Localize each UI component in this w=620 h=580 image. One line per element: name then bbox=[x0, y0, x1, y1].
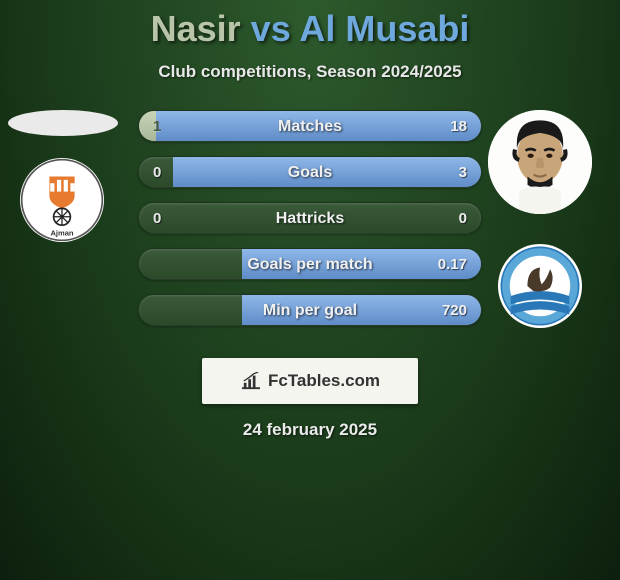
banyas-crest-icon bbox=[498, 244, 582, 328]
comparison-arena: Ajman 1 Matches 18 0 Goals 3 0 Hattricks… bbox=[0, 110, 620, 340]
date-label: 24 february 2025 bbox=[0, 420, 620, 440]
player-right-column bbox=[488, 110, 592, 328]
player2-avatar bbox=[488, 110, 592, 214]
stat-right-value: 3 bbox=[459, 157, 467, 187]
stat-label: Matches bbox=[139, 111, 481, 141]
stat-label: Hattricks bbox=[139, 203, 481, 233]
title-player1: Nasir bbox=[151, 8, 241, 49]
player-left-column: Ajman bbox=[8, 110, 118, 242]
stat-right-value: 18 bbox=[450, 111, 467, 141]
title-player2: Al Musabi bbox=[299, 8, 469, 49]
stat-row-matches: 1 Matches 18 bbox=[138, 110, 482, 142]
stat-right-value: 720 bbox=[442, 295, 467, 325]
face-avatar-icon bbox=[488, 110, 592, 214]
ajman-crest-icon: Ajman bbox=[20, 158, 104, 242]
stat-row-goals: 0 Goals 3 bbox=[138, 156, 482, 188]
player2-club-crest bbox=[498, 244, 582, 328]
stat-right-value: 0 bbox=[459, 203, 467, 233]
title-vs: vs bbox=[251, 8, 291, 49]
player1-club-crest: Ajman bbox=[20, 158, 104, 242]
stat-row-hattricks: 0 Hattricks 0 bbox=[138, 202, 482, 234]
stat-row-min-per-goal: Min per goal 720 bbox=[138, 294, 482, 326]
subtitle: Club competitions, Season 2024/2025 bbox=[0, 62, 620, 82]
comparison-title: Nasir vs Al Musabi bbox=[0, 0, 620, 50]
brand-text: FcTables.com bbox=[268, 371, 380, 391]
stat-label: Min per goal bbox=[139, 295, 481, 325]
stat-bars: 1 Matches 18 0 Goals 3 0 Hattricks 0 Goa… bbox=[138, 110, 482, 340]
stat-label: Goals bbox=[139, 157, 481, 187]
stat-label: Goals per match bbox=[139, 249, 481, 279]
brand-watermark: FcTables.com bbox=[202, 358, 418, 404]
stat-row-goals-per-match: Goals per match 0.17 bbox=[138, 248, 482, 280]
svg-text:Ajman: Ajman bbox=[50, 228, 73, 237]
player1-avatar bbox=[8, 110, 118, 136]
bar-chart-icon bbox=[240, 372, 262, 390]
stat-right-value: 0.17 bbox=[438, 249, 467, 279]
